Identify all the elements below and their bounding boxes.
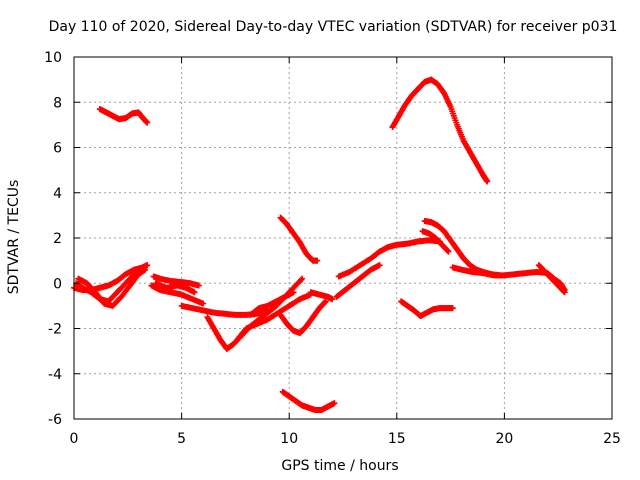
data-point bbox=[195, 282, 202, 289]
series-arc-5 bbox=[150, 273, 202, 289]
data-point bbox=[560, 288, 567, 295]
series-arc-18 bbox=[389, 76, 491, 185]
data-point bbox=[298, 276, 305, 283]
y-tick-label: -2 bbox=[48, 322, 62, 338]
data-point bbox=[322, 298, 329, 305]
data-point bbox=[314, 257, 321, 264]
series-arc-23 bbox=[398, 298, 456, 320]
data-point bbox=[444, 247, 451, 254]
x-tick-label: 5 bbox=[177, 431, 186, 447]
x-tick-label: 25 bbox=[603, 431, 621, 447]
x-tick-label: 20 bbox=[495, 431, 513, 447]
axis-ticks: 0 5 10 15 20 25 -6 -4 -2 0 2 4 6 8 10 bbox=[44, 50, 621, 447]
y-tick-label: 6 bbox=[53, 141, 62, 157]
data-point bbox=[561, 289, 568, 296]
y-tick-label: 2 bbox=[53, 231, 62, 247]
data-point bbox=[321, 299, 328, 306]
series-arc-20 bbox=[419, 228, 452, 255]
series-arc-7 bbox=[152, 280, 198, 296]
data-series bbox=[71, 76, 568, 413]
data-point bbox=[299, 275, 306, 282]
chart-title: Day 110 of 2020, Sidereal Day-to-day VTE… bbox=[49, 19, 618, 35]
y-tick-label: 4 bbox=[53, 186, 62, 202]
data-point bbox=[191, 289, 198, 296]
data-point bbox=[144, 262, 151, 269]
series-arc-15 bbox=[279, 388, 338, 413]
data-point bbox=[445, 248, 452, 255]
data-point bbox=[331, 400, 338, 407]
series-arc-10 bbox=[232, 291, 314, 346]
y-tick-label: -6 bbox=[48, 412, 62, 428]
data-point bbox=[449, 305, 456, 312]
series-arc-6 bbox=[148, 282, 207, 307]
y-axis-label: SDTVAR / TECUs bbox=[6, 180, 22, 295]
data-point bbox=[200, 300, 207, 307]
x-tick-label: 0 bbox=[70, 431, 79, 447]
series-arc-16 bbox=[333, 262, 383, 300]
data-point bbox=[290, 289, 297, 296]
data-point bbox=[376, 262, 383, 269]
series-arc-4 bbox=[96, 106, 151, 126]
series-arc-3 bbox=[75, 266, 149, 309]
y-tick-label: 0 bbox=[53, 276, 62, 292]
series-arc-22 bbox=[535, 262, 568, 296]
y-tick-label: 8 bbox=[53, 95, 62, 111]
series-arc-13 bbox=[277, 298, 329, 337]
x-tick-label: 15 bbox=[388, 431, 406, 447]
x-tick-label: 10 bbox=[280, 431, 298, 447]
data-point bbox=[144, 119, 151, 126]
series-arc-14 bbox=[307, 289, 336, 303]
y-tick-label: 10 bbox=[44, 50, 62, 66]
data-point bbox=[329, 296, 336, 303]
y-tick-label: -4 bbox=[48, 367, 62, 383]
series-arc-12 bbox=[277, 214, 321, 264]
data-point bbox=[484, 178, 491, 185]
data-point bbox=[142, 266, 149, 273]
x-axis-label: GPS time / hours bbox=[281, 458, 398, 474]
series-arc-11 bbox=[247, 289, 297, 318]
